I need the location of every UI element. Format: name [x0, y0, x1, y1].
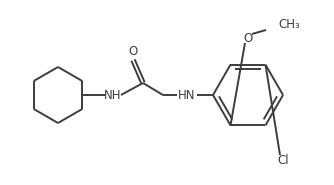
Text: HN: HN — [178, 88, 196, 102]
Text: O: O — [128, 45, 138, 58]
Text: CH₃: CH₃ — [278, 18, 300, 31]
Text: NH: NH — [104, 88, 122, 102]
Text: O: O — [243, 31, 253, 45]
Text: Cl: Cl — [277, 154, 289, 166]
